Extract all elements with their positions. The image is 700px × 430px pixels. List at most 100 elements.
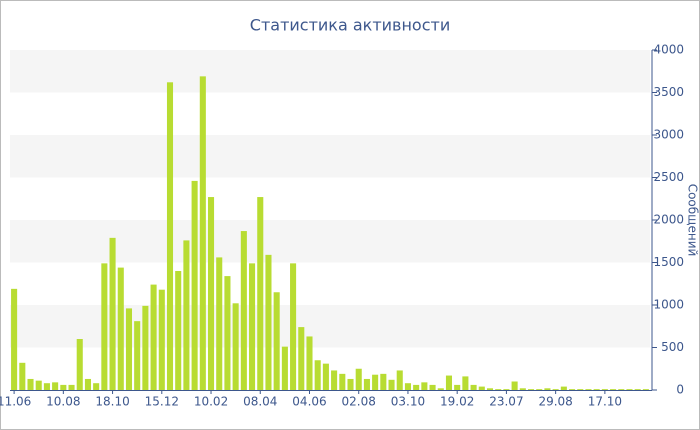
bar	[199, 76, 206, 390]
x-tick-label: 08.04	[243, 395, 277, 409]
bar	[445, 375, 453, 390]
x-tick-label: 18.10	[95, 395, 129, 409]
bar	[363, 378, 370, 390]
bar	[601, 389, 608, 390]
bar	[19, 362, 26, 390]
bar	[347, 378, 354, 390]
y-tick-label: 500	[661, 340, 684, 354]
bar	[429, 384, 436, 390]
y-tick-label: 3500	[653, 85, 684, 99]
bar	[306, 336, 313, 390]
bar	[437, 388, 444, 390]
bar	[265, 254, 272, 390]
bar	[396, 370, 403, 390]
bar	[355, 368, 362, 390]
bar	[240, 231, 247, 390]
bar	[413, 384, 420, 390]
bar	[84, 378, 91, 390]
bar	[142, 305, 149, 390]
x-tick-label: 29.08	[538, 395, 572, 409]
x-tick-label: 10.08	[46, 395, 80, 409]
bar	[150, 284, 157, 390]
bar	[372, 374, 379, 390]
y-tick-label: 1000	[653, 298, 684, 312]
bar	[314, 360, 321, 390]
bar	[339, 373, 346, 390]
grid-band	[10, 305, 650, 348]
bar	[232, 303, 239, 390]
bar	[60, 384, 67, 390]
y-tick-label: 1500	[653, 255, 684, 269]
bar	[634, 389, 641, 390]
y-axis-label: Сообщений	[686, 184, 700, 257]
bar	[404, 383, 411, 390]
bar	[35, 380, 42, 390]
y-tick-label: 3000	[653, 128, 684, 142]
bar	[93, 383, 100, 390]
bar	[224, 276, 231, 390]
bar	[577, 389, 584, 390]
bar	[257, 197, 264, 390]
bar	[388, 379, 395, 390]
bar	[380, 373, 387, 390]
x-tick-label: 04.06	[292, 395, 326, 409]
bar	[626, 389, 633, 390]
x-tick-label: 17.10	[588, 395, 622, 409]
bar	[569, 389, 576, 390]
chart-title: Статистика активности	[250, 16, 450, 35]
bar	[322, 363, 329, 390]
bar	[68, 384, 75, 390]
x-tick-label: 03.10	[391, 395, 425, 409]
x-tick-label: 02.08	[342, 395, 376, 409]
x-tick-label: 15.12	[145, 395, 179, 409]
bar	[249, 263, 256, 390]
bar	[43, 383, 50, 390]
y-tick-label: 4000	[653, 43, 684, 57]
bar	[101, 263, 108, 390]
bar	[52, 382, 59, 390]
bar	[281, 346, 288, 390]
bar	[216, 257, 223, 390]
bar	[76, 339, 83, 390]
bar	[117, 267, 124, 390]
bar	[519, 388, 526, 390]
bar	[134, 321, 141, 390]
bar	[207, 197, 215, 390]
bar	[109, 237, 116, 390]
bar	[158, 289, 165, 390]
x-tick-label: 19.02	[440, 395, 474, 409]
x-tick-label: 10.02	[194, 395, 228, 409]
y-tick-label: 2500	[653, 170, 684, 184]
bar	[585, 389, 592, 390]
bar	[462, 376, 469, 390]
bar	[511, 381, 518, 390]
bar	[290, 263, 297, 390]
bar	[273, 292, 280, 390]
bar	[486, 388, 494, 390]
x-tick-label: 23.07	[489, 395, 523, 409]
bar	[593, 389, 600, 390]
bar	[298, 327, 305, 390]
bar	[125, 308, 133, 390]
bar	[27, 378, 34, 390]
bar	[610, 389, 617, 390]
y-tick-label: 0	[676, 383, 684, 397]
bar	[544, 388, 551, 390]
bar	[331, 370, 338, 390]
bar	[618, 389, 625, 390]
bar	[166, 82, 174, 391]
bar	[183, 240, 190, 390]
grid-band	[10, 135, 650, 178]
bar	[191, 180, 198, 390]
grid-band	[10, 220, 650, 263]
bar	[536, 389, 543, 390]
bar	[421, 382, 428, 390]
bar	[175, 271, 182, 390]
bar	[470, 384, 477, 390]
bar	[527, 389, 535, 390]
bar	[560, 386, 567, 390]
bar	[454, 384, 461, 390]
bar	[552, 389, 559, 390]
bar	[11, 288, 18, 390]
